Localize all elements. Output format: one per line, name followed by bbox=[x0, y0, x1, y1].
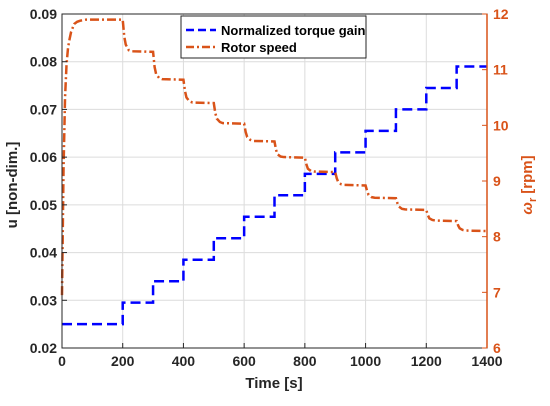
legend-label-torque-gain: Normalized torque gain bbox=[221, 23, 366, 38]
series-line-torque-gain bbox=[62, 65, 487, 326]
y-right-tick-label: 10 bbox=[493, 117, 509, 133]
legend: Normalized torque gain Rotor speed bbox=[180, 15, 367, 59]
y-right-tick-label: 12 bbox=[493, 6, 509, 22]
y-left-tick-label: 0.03 bbox=[30, 292, 57, 308]
x-tick-label: 0 bbox=[58, 353, 66, 369]
y-left-tick-label: 0.07 bbox=[30, 101, 57, 117]
y-right-tick-label: 11 bbox=[493, 62, 508, 78]
x-tick-label: 400 bbox=[172, 353, 196, 369]
axis-ticks: 0 200 400 600 800 1000 1200 1400 0.02 0.03 0.04 0.0… bbox=[30, 6, 509, 369]
x-axis-label: Time [s] bbox=[245, 375, 302, 392]
y-left-tick-label: 0.08 bbox=[30, 54, 57, 70]
y-left-tick-label: 0.09 bbox=[30, 6, 57, 22]
y-left-tick-label: 0.06 bbox=[30, 149, 57, 165]
y-right-tick-label: 7 bbox=[493, 284, 501, 300]
legend-label-rotor-speed: Rotor speed bbox=[221, 40, 297, 55]
series-layer bbox=[60, 18, 488, 326]
x-tick-label: 600 bbox=[232, 353, 256, 369]
y-right-tick-label: 6 bbox=[493, 340, 501, 356]
y-axis-right-subscript: r bbox=[527, 197, 539, 202]
y-axis-right-unit: [rpm] bbox=[519, 155, 536, 193]
y-left-tick-label: 0.04 bbox=[30, 245, 57, 261]
y-left-tick-label: 0.05 bbox=[30, 197, 57, 213]
y-axis-right-symbol: ω bbox=[519, 202, 536, 215]
y-axis-left-label: u [non-dim.] bbox=[4, 142, 21, 229]
x-tick-label: 1400 bbox=[471, 353, 502, 369]
y-axis-right-label: ωr [rpm] bbox=[519, 155, 539, 214]
legend-box bbox=[180, 15, 367, 59]
x-tick-label: 200 bbox=[111, 353, 135, 369]
x-tick-label: 1200 bbox=[411, 353, 442, 369]
y-left-tick-label: 0.02 bbox=[30, 340, 57, 356]
y-right-tick-label: 8 bbox=[493, 229, 501, 245]
y-right-tick-label: 9 bbox=[493, 173, 501, 189]
x-tick-label: 800 bbox=[293, 353, 317, 369]
x-tick-label: 1000 bbox=[350, 353, 381, 369]
series-line-rotor-speed bbox=[60, 18, 488, 296]
